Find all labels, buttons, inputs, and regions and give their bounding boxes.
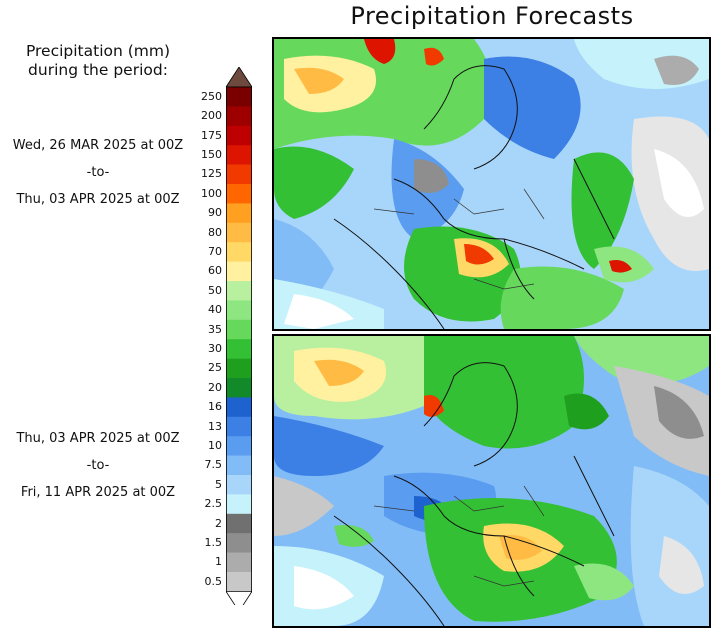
period-2-separator: -to-: [86, 458, 110, 473]
colorbar-tick-label: 1.5: [204, 535, 223, 549]
colorbar-segment: [226, 436, 252, 456]
map-panel-1: [272, 37, 711, 331]
colorbar-tick-label: 175: [201, 128, 222, 142]
page-title: Precipitation Forecasts: [350, 2, 634, 30]
colorbar-segment: [226, 513, 252, 534]
period-1-end: Thu, 03 APR 2025 at 00Z: [16, 192, 180, 207]
colorbar-segment: [226, 164, 252, 185]
colorbar-tick-label: 1: [215, 555, 222, 569]
period-1-separator: -to-: [86, 165, 110, 180]
period-2-start: Thu, 03 APR 2025 at 00Z: [16, 431, 180, 446]
colorbar-tick-label: 25: [208, 361, 222, 375]
colorbar-segment: [226, 281, 252, 301]
colorbar-tick-label: 100: [201, 186, 222, 200]
colorbar-tick-label: 35: [208, 322, 222, 336]
colorbar-segment: [226, 494, 252, 515]
precipitation-colorbar: [226, 67, 252, 605]
colorbar-segment: [226, 455, 252, 476]
legend-title-line2: during the period:: [28, 61, 168, 79]
colorbar-segment: [226, 358, 252, 379]
colorbar-tick-label: 7.5: [204, 458, 223, 472]
colorbar-bottom-arrow: [226, 591, 252, 605]
colorbar-segment: [226, 397, 252, 418]
period-1-start: Wed, 26 MAR 2025 at 00Z: [12, 138, 184, 153]
colorbar-tick-label: 13: [208, 419, 222, 433]
colorbar-tick-label: 200: [201, 109, 222, 123]
colorbar-segment: [226, 203, 252, 224]
colorbar-tick-label: 5: [215, 477, 222, 491]
colorbar-tick-label: 125: [201, 167, 222, 181]
colorbar-segment: [226, 319, 252, 340]
colorbar-segment: [226, 242, 252, 262]
colorbar-tick-label: 2.5: [204, 497, 223, 511]
colorbar-segment: [226, 572, 252, 592]
map-panel-2: [272, 334, 711, 628]
colorbar-tick-label: 10: [208, 438, 222, 452]
colorbar-tick-label: 0.5: [204, 574, 223, 588]
colorbar-segment: [226, 475, 252, 495]
period-2-end: Fri, 11 APR 2025 at 00Z: [20, 485, 176, 500]
precipitation-map-2: [274, 336, 709, 626]
precipitation-map-1: [274, 39, 709, 329]
colorbar-tick-label: 30: [208, 341, 222, 355]
colorbar-tick-label: 70: [208, 244, 222, 258]
colorbar-tick-label: 150: [201, 147, 222, 161]
colorbar-segment: [226, 261, 252, 282]
colorbar-tick-label: 40: [208, 303, 222, 317]
colorbar-segment: [226, 125, 252, 146]
colorbar-tick-label: 90: [208, 206, 222, 220]
colorbar-segment: [226, 145, 252, 165]
colorbar-segment: [226, 533, 252, 553]
colorbar-segment: [226, 87, 252, 107]
colorbar-tick-label: 16: [208, 400, 222, 414]
colorbar-tick-label: 60: [208, 264, 222, 278]
colorbar-segment: [226, 416, 252, 437]
colorbar-segment: [226, 552, 252, 573]
colorbar-tick-label: 2: [215, 516, 222, 530]
colorbar-tick-label: 80: [208, 225, 222, 239]
colorbar-segment: [226, 339, 252, 359]
colorbar-tick-label: 50: [208, 283, 222, 297]
colorbar-segment: [226, 184, 252, 204]
colorbar-segment: [226, 222, 252, 243]
colorbar-segment: [226, 378, 252, 398]
colorbar-top-arrow: [226, 67, 252, 88]
colorbar-tick-label: 20: [208, 380, 222, 394]
colorbar-tick-label: 250: [201, 89, 222, 103]
colorbar-segment: [226, 106, 252, 127]
legend-title: Precipitation (mm) during the period:: [0, 42, 196, 80]
legend-title-line1: Precipitation (mm): [25, 42, 171, 60]
colorbar-segment: [226, 300, 252, 321]
